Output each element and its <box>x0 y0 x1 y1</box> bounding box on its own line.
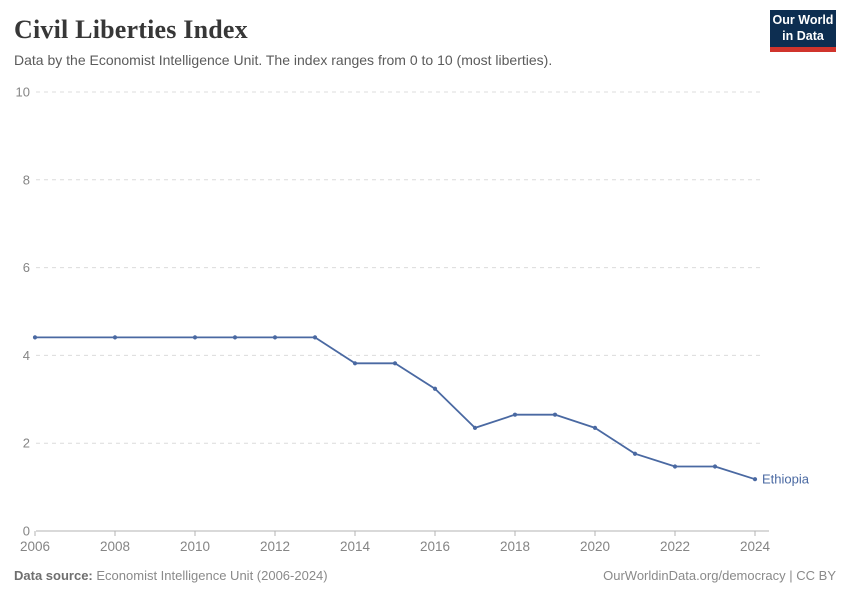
x-axis-tick-label: 2024 <box>740 539 771 554</box>
x-axis-tick-label: 2014 <box>340 539 371 554</box>
data-point <box>752 477 758 482</box>
series-end-label: Ethiopia <box>762 472 810 487</box>
y-axis-tick-label: 2 <box>23 436 30 451</box>
data-point <box>312 335 318 340</box>
owid-logo-line2: in Data <box>782 28 824 43</box>
data-source: Data source: Economist Intelligence Unit… <box>14 568 328 583</box>
chart-subtitle: Data by the Economist Intelligence Unit.… <box>14 52 553 68</box>
owid-url-link[interactable]: OurWorldinData.org/democracy | CC BY <box>603 568 836 583</box>
data-point <box>112 335 118 340</box>
data-point <box>512 412 518 417</box>
data-source-text: Economist Intelligence Unit (2006-2024) <box>96 568 328 583</box>
owid-logo-line1: Our World <box>772 13 834 28</box>
data-point <box>712 464 718 469</box>
data-point <box>472 425 478 430</box>
data-point <box>192 335 198 340</box>
y-axis-tick-label: 10 <box>16 85 30 100</box>
data-point <box>632 451 638 456</box>
y-axis-tick-label: 4 <box>23 348 30 363</box>
data-point <box>672 464 678 469</box>
owid-logo[interactable]: Our World in Data <box>770 10 836 52</box>
data-point <box>592 425 598 430</box>
y-axis-tick-label: 0 <box>23 524 30 539</box>
page-title: Civil Liberties Index <box>14 15 248 44</box>
x-axis-tick-label: 2012 <box>260 539 290 554</box>
data-point <box>432 386 438 391</box>
x-axis-tick-label: 2008 <box>100 539 130 554</box>
x-axis-tick-label: 2006 <box>20 539 50 554</box>
y-axis-tick-label: 6 <box>23 260 30 275</box>
x-axis-tick-label: 2018 <box>500 539 530 554</box>
data-point <box>32 335 38 340</box>
series-line-ethiopia <box>34 336 756 481</box>
data-point <box>352 361 358 366</box>
x-axis-tick-label: 2010 <box>180 539 210 554</box>
data-source-label: Data source: <box>14 568 93 583</box>
chart-footer: Data source: Economist Intelligence Unit… <box>14 568 836 583</box>
x-axis-tick-label: 2022 <box>660 539 690 554</box>
data-point <box>392 361 398 366</box>
x-axis-tick-label: 2016 <box>420 539 450 554</box>
data-point <box>232 335 238 340</box>
data-point <box>272 335 278 340</box>
data-point <box>552 412 558 417</box>
y-axis-tick-label: 8 <box>23 172 30 187</box>
x-axis-tick-label: 2020 <box>580 539 610 554</box>
